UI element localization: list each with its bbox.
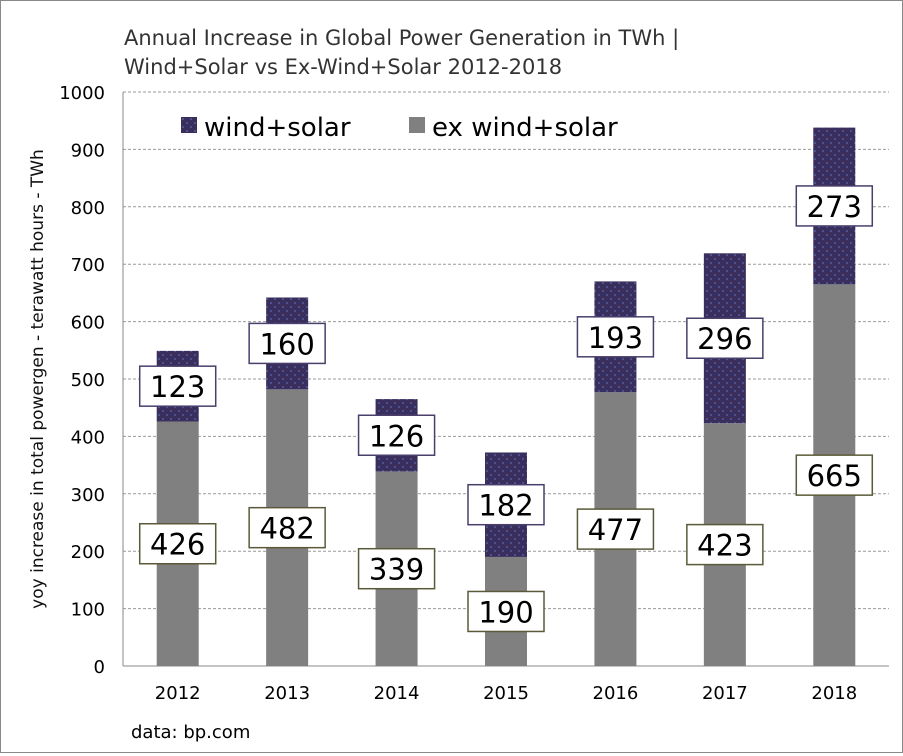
- y-axis-label: yoy increase in total powergen - terawat…: [28, 149, 48, 609]
- x-tick-label: 2016: [593, 683, 639, 704]
- source-note: data: bp.com: [131, 722, 250, 743]
- legend-label-ex-wind-solar: ex wind+solar: [432, 113, 618, 143]
- data-label-ex-wind-solar-box: [138, 522, 217, 565]
- y-tick-label: 0: [94, 657, 105, 678]
- data-label-ex-wind-solar: 477: [588, 513, 643, 547]
- x-tick-label: 2014: [374, 683, 420, 704]
- data-label-ex-wind-solar-box: [686, 523, 764, 566]
- data-label-ex-wind-solar-box: [795, 454, 874, 496]
- data-label-wind-solar-box: [467, 483, 545, 526]
- data-label-ex-wind-solar: 665: [807, 459, 862, 493]
- y-tick-label: 600: [71, 313, 105, 334]
- data-label-ex-wind-solar: 339: [369, 553, 424, 587]
- y-tick-label: 900: [71, 140, 105, 161]
- chart-title-line2: Wind+Solar vs Ex-Wind+Solar 2012-2018: [124, 55, 562, 79]
- y-tick-label: 400: [71, 427, 105, 448]
- y-tick-label: 100: [71, 600, 105, 621]
- data-label-ex-wind-solar-box: [576, 508, 655, 550]
- y-tick-label: 500: [71, 370, 105, 391]
- y-tick-label: 1000: [59, 83, 105, 104]
- data-label-ex-wind-solar: 190: [478, 595, 533, 629]
- data-label-wind-solar: 126: [369, 419, 424, 453]
- legend: wind+solar ex wind+solar: [181, 113, 618, 143]
- data-label-wind-solar-box: [357, 414, 436, 457]
- data-label-ex-wind-solar-box: [467, 590, 545, 633]
- data-label-wind-solar: 160: [259, 327, 314, 361]
- y-tick-label: 800: [71, 198, 105, 219]
- chart-title-line1: Annual Increase in Global Power Generati…: [124, 26, 679, 51]
- x-tick-label: 2013: [264, 683, 310, 704]
- data-label-wind-solar-box: [138, 365, 217, 407]
- data-label-wind-solar: 273: [807, 190, 862, 224]
- data-label-wind-solar: 296: [697, 322, 752, 356]
- data-label-wind-solar-box: [686, 317, 764, 359]
- legend-swatch-ex-wind-solar: [409, 117, 425, 133]
- data-label-ex-wind-solar-box: [248, 506, 326, 549]
- data-label-wind-solar: 182: [478, 489, 533, 523]
- data-label-wind-solar-box: [795, 185, 874, 227]
- data-label-ex-wind-solar: 426: [150, 528, 205, 562]
- data-label-wind-solar-box: [576, 316, 655, 358]
- data-label-ex-wind-solar: 423: [697, 529, 752, 563]
- data-label-ex-wind-solar-box: [357, 547, 436, 590]
- x-tick-label: 2015: [483, 683, 529, 704]
- x-tick-label: 2012: [155, 683, 201, 704]
- y-tick-label: 700: [71, 255, 105, 276]
- y-tick-label: 300: [71, 485, 105, 506]
- data-label-wind-solar-box: [248, 322, 326, 365]
- y-tick-label: 200: [71, 542, 105, 563]
- legend-swatch-wind-solar: [181, 117, 197, 133]
- data-label-wind-solar: 123: [150, 370, 205, 404]
- x-tick-label: 2017: [702, 683, 748, 704]
- data-label-ex-wind-solar: 482: [259, 512, 314, 546]
- x-tick-label: 2018: [811, 683, 857, 704]
- legend-label-wind-solar: wind+solar: [204, 113, 351, 143]
- data-label-wind-solar: 193: [588, 321, 643, 355]
